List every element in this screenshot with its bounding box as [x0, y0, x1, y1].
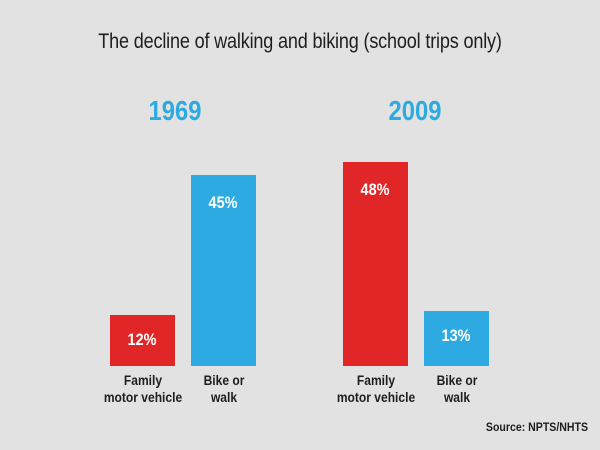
category-label: Family motor vehicle [336, 372, 415, 405]
data-label: 12% [128, 330, 157, 349]
data-label: 48% [361, 180, 390, 199]
bar-1969-motor-vehicle: 12% [110, 315, 175, 366]
panel-year-1969: 1969 [148, 95, 202, 126]
category-label: Bike or walk [436, 372, 477, 405]
data-label: 13% [442, 326, 471, 345]
bar-1969-bike-walk: 45% [191, 175, 256, 366]
category-label: Bike or walk [203, 372, 244, 405]
source-note: Source: NPTS/NHTS [485, 420, 588, 434]
category-label: Family motor vehicle [103, 372, 182, 405]
bar-2009-motor-vehicle: 48% [343, 162, 408, 366]
panel-year-2009: 2009 [388, 95, 442, 126]
bar-2009-bike-walk: 13% [424, 311, 489, 366]
chart-title: The decline of walking and biking (schoo… [98, 30, 502, 53]
data-label: 45% [209, 193, 238, 212]
